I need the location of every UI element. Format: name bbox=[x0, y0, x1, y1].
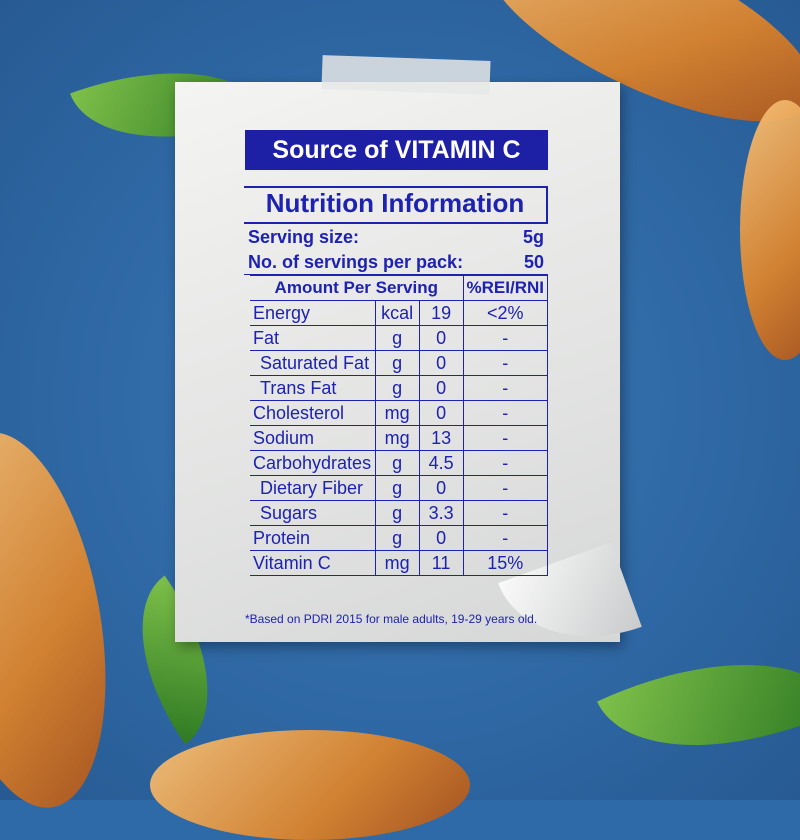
tape bbox=[321, 55, 491, 95]
nutrient-unit: mg bbox=[374, 400, 420, 426]
table-row: Dietary Fiber g 0- bbox=[250, 475, 549, 501]
nutrient-pct: - bbox=[462, 375, 549, 401]
nutrient-value: 13 bbox=[418, 425, 464, 451]
nutrient-value: 0 bbox=[418, 375, 464, 401]
nutrient-value: 0 bbox=[418, 400, 464, 426]
pct-header: %REI/RNI bbox=[462, 275, 549, 301]
table-header: Amount Per Serving %REI/RNI bbox=[250, 275, 549, 301]
nutrient-unit: mg bbox=[374, 425, 420, 451]
table-row: Sugars g 3.3- bbox=[250, 500, 549, 526]
nutrient-pct: - bbox=[462, 425, 549, 451]
nutrient-unit: g bbox=[374, 500, 420, 526]
nutrient-pct: <2% bbox=[462, 300, 549, 326]
table-row: Energy kcal 19 <2% bbox=[250, 300, 549, 326]
nutrient-unit: g bbox=[374, 475, 420, 501]
nutrient-pct: - bbox=[462, 475, 549, 501]
nutrient-name: Saturated Fat bbox=[250, 350, 376, 376]
nutrient-name: Sugars bbox=[250, 500, 376, 526]
footnote: *Based on PDRI 2015 for male adults, 19-… bbox=[245, 612, 538, 626]
nutrient-unit: g bbox=[374, 525, 420, 551]
nutrition-title: Nutrition Information bbox=[244, 186, 548, 224]
nutrient-value: 3.3 bbox=[418, 500, 464, 526]
nutrient-name: Trans Fat bbox=[250, 375, 376, 401]
serving-size-value: 5g bbox=[522, 227, 544, 247]
nutrient-name: Protein bbox=[250, 525, 376, 551]
nutrient-value: 0 bbox=[418, 525, 464, 551]
table-row: Trans Fat g 0- bbox=[250, 375, 549, 401]
vitamin-c-banner: Source of VITAMIN C bbox=[245, 130, 548, 170]
nutrient-unit: g bbox=[374, 325, 420, 351]
nutrition-table: Amount Per Serving %REI/RNI Energy kcal 19… bbox=[250, 275, 549, 576]
table-row: Protein g 0- bbox=[250, 525, 549, 551]
nutrition-label: Nutrition Information Serving size: 5g N… bbox=[244, 186, 549, 576]
nutrient-value: 4.5 bbox=[418, 450, 464, 476]
nutrient-pct: - bbox=[462, 400, 549, 426]
nutrient-value: 19 bbox=[418, 300, 464, 326]
table-row: Saturated Fat g 0- bbox=[250, 350, 549, 376]
nutrient-unit: mg bbox=[374, 550, 420, 576]
nutrient-value: 0 bbox=[418, 475, 464, 501]
nutrient-name: Dietary Fiber bbox=[250, 475, 376, 501]
nutrient-unit: g bbox=[374, 450, 420, 476]
tea-splash-bottom bbox=[150, 730, 470, 840]
table-row: Cholesterol mg 0- bbox=[250, 400, 549, 426]
table-row: Carbohydrates g 4.5- bbox=[250, 450, 549, 476]
nutrient-name: Cholesterol bbox=[250, 400, 376, 426]
nutrient-pct: - bbox=[462, 450, 549, 476]
table-row: Sodium mg 13- bbox=[250, 425, 549, 451]
servings-per-pack-row: No. of servings per pack: 50 bbox=[244, 249, 548, 275]
nutrient-name: Carbohydrates bbox=[250, 450, 376, 476]
serving-size-row: Serving size: 5g bbox=[244, 224, 548, 249]
amount-header: Amount Per Serving bbox=[250, 275, 464, 301]
nutrient-pct: - bbox=[462, 525, 549, 551]
nutrient-pct: - bbox=[462, 350, 549, 376]
nutrient-pct: - bbox=[462, 500, 549, 526]
nutrient-unit: g bbox=[374, 375, 420, 401]
nutrient-pct: 15% bbox=[462, 550, 549, 576]
nutrient-name: Fat bbox=[250, 325, 376, 351]
table-row: Fat g 0- bbox=[250, 325, 549, 351]
serving-size-label: Serving size: bbox=[248, 227, 360, 247]
nutrient-unit: g bbox=[374, 350, 420, 376]
nutrient-name: Sodium bbox=[250, 425, 376, 451]
nutrient-name: Vitamin C bbox=[250, 550, 376, 576]
nutrient-unit: kcal bbox=[374, 300, 420, 326]
nutrient-value: 11 bbox=[418, 550, 464, 576]
servings-per-pack-value: 50 bbox=[523, 252, 544, 272]
nutrient-name: Energy bbox=[250, 300, 376, 326]
nutrient-pct: - bbox=[462, 325, 549, 351]
nutrient-value: 0 bbox=[418, 325, 464, 351]
nutrient-value: 0 bbox=[418, 350, 464, 376]
servings-per-pack-label: No. of servings per pack: bbox=[248, 252, 464, 272]
